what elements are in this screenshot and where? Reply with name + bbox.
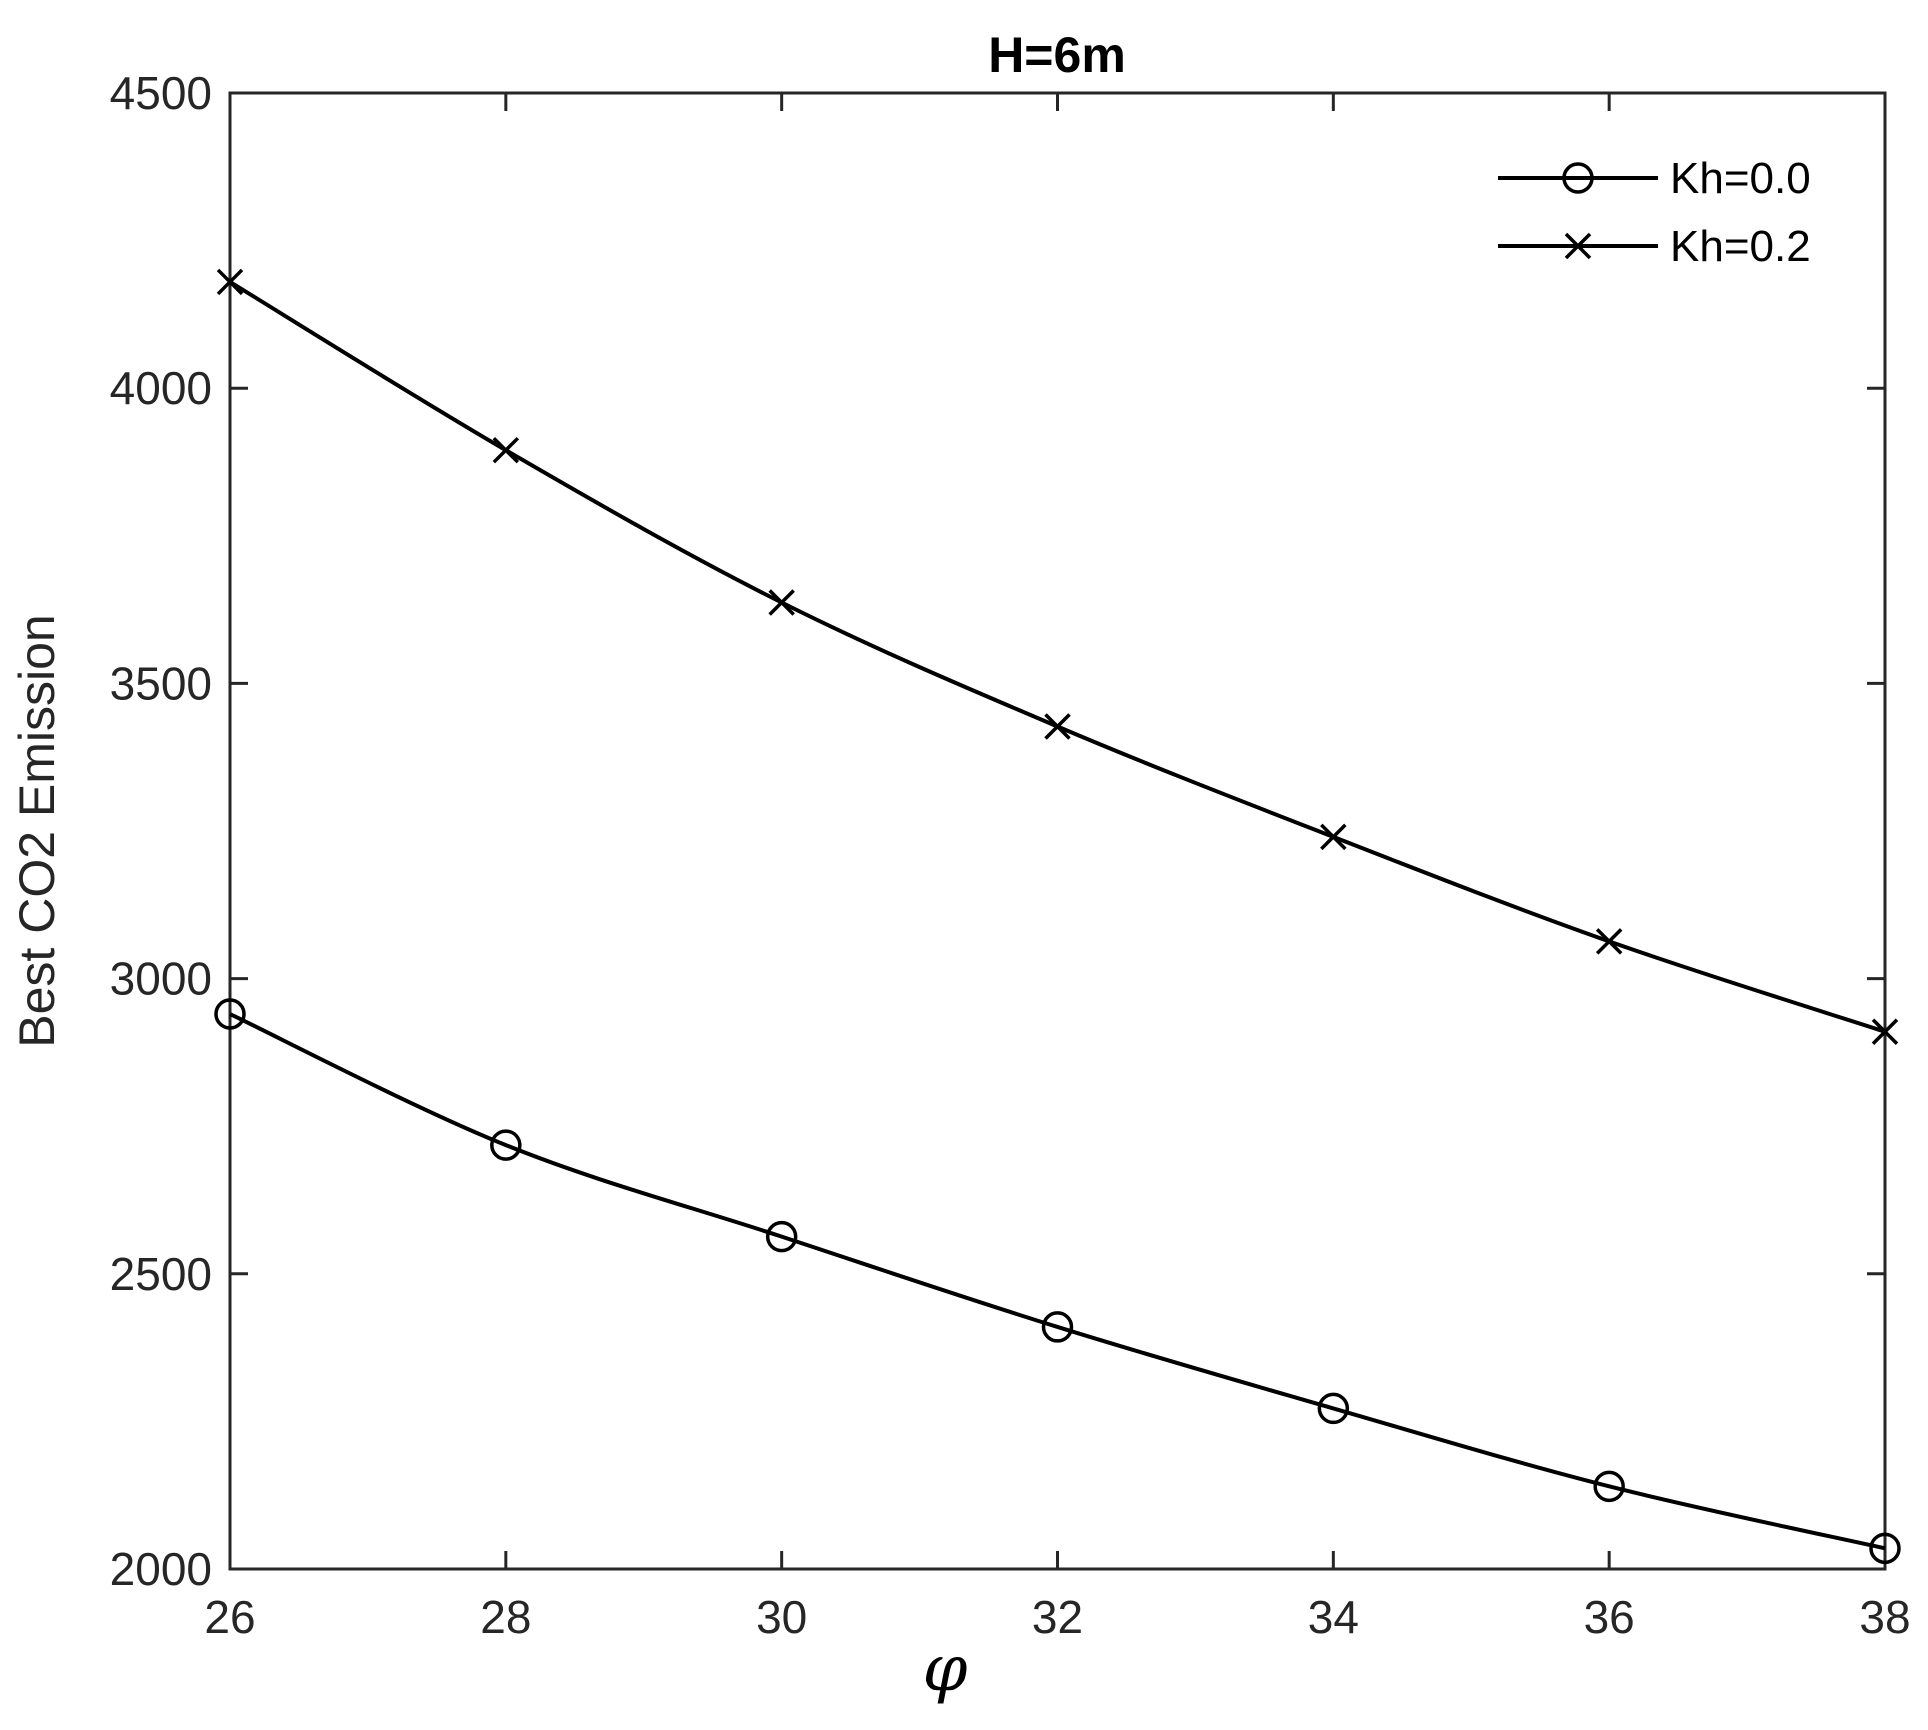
x-tick-label: 30	[756, 1591, 807, 1643]
circle-marker	[1041, 1311, 1074, 1343]
circle-marker	[214, 998, 246, 1030]
x-marker	[492, 436, 520, 464]
series-1	[216, 268, 1899, 1045]
x-marker	[1044, 713, 1071, 740]
x-tick-label: 34	[1308, 1591, 1359, 1643]
series-line	[228, 280, 1886, 1034]
y-tick-label: 3500	[110, 657, 212, 709]
axis-ticks: 26 28 30 32 34 36 38 2000 2500 3000 3500 4000 4500	[110, 67, 1911, 1643]
x-tick-label: 32	[1032, 1591, 1083, 1643]
series-layer	[214, 268, 1901, 1565]
y-tick-label: 2000	[110, 1543, 212, 1595]
x-marker-stroke	[1564, 232, 1592, 260]
circle-marker	[1317, 1392, 1350, 1425]
circle-marker	[1593, 1470, 1625, 1503]
legend-entry: Kh=0.2	[1498, 222, 1811, 271]
legend-entry: Kh=0.0	[1498, 154, 1811, 203]
x-marker-stroke	[1044, 713, 1071, 740]
x-marker-stroke	[1320, 823, 1347, 851]
legend-label: Kh=0.0	[1670, 154, 1811, 203]
legend-label: Kh=0.2	[1670, 222, 1811, 271]
y-axis-label: Best CO2 Emission	[9, 614, 65, 1047]
series-0	[214, 998, 1901, 1565]
x-marker-stroke	[216, 268, 244, 296]
y-tick-label: 4000	[110, 362, 212, 414]
y-tick-label: 2500	[110, 1248, 212, 1300]
series-line	[229, 1012, 1886, 1551]
circle-marker	[765, 1220, 798, 1253]
x-marker	[1564, 232, 1592, 260]
y-tick-label: 3000	[110, 953, 212, 1005]
legend: Kh=0.0 Kh=0.2	[1498, 154, 1811, 271]
x-tick-label: 36	[1584, 1591, 1635, 1643]
x-marker	[1595, 928, 1623, 955]
x-marker	[216, 268, 244, 296]
y-tick-label: 4500	[110, 67, 212, 119]
plot-frame	[228, 91, 1887, 1571]
x-tick-label: 38	[1859, 1591, 1910, 1643]
x-axis-label: φ	[923, 1632, 968, 1706]
x-marker-stroke	[1595, 928, 1623, 955]
x-tick-label: 28	[480, 1591, 531, 1643]
x-marker-stroke	[1871, 1018, 1899, 1045]
circle-marker	[1869, 1532, 1901, 1565]
x-marker-stroke	[768, 589, 795, 616]
x-marker	[768, 589, 795, 616]
circle-marker	[490, 1129, 522, 1161]
x-marker-stroke	[492, 436, 520, 464]
x-tick-label: 26	[204, 1591, 255, 1643]
x-marker	[1871, 1018, 1899, 1045]
circle-marker	[1562, 162, 1594, 194]
x-marker	[1320, 823, 1347, 851]
chart-title: H=6m	[988, 27, 1126, 83]
